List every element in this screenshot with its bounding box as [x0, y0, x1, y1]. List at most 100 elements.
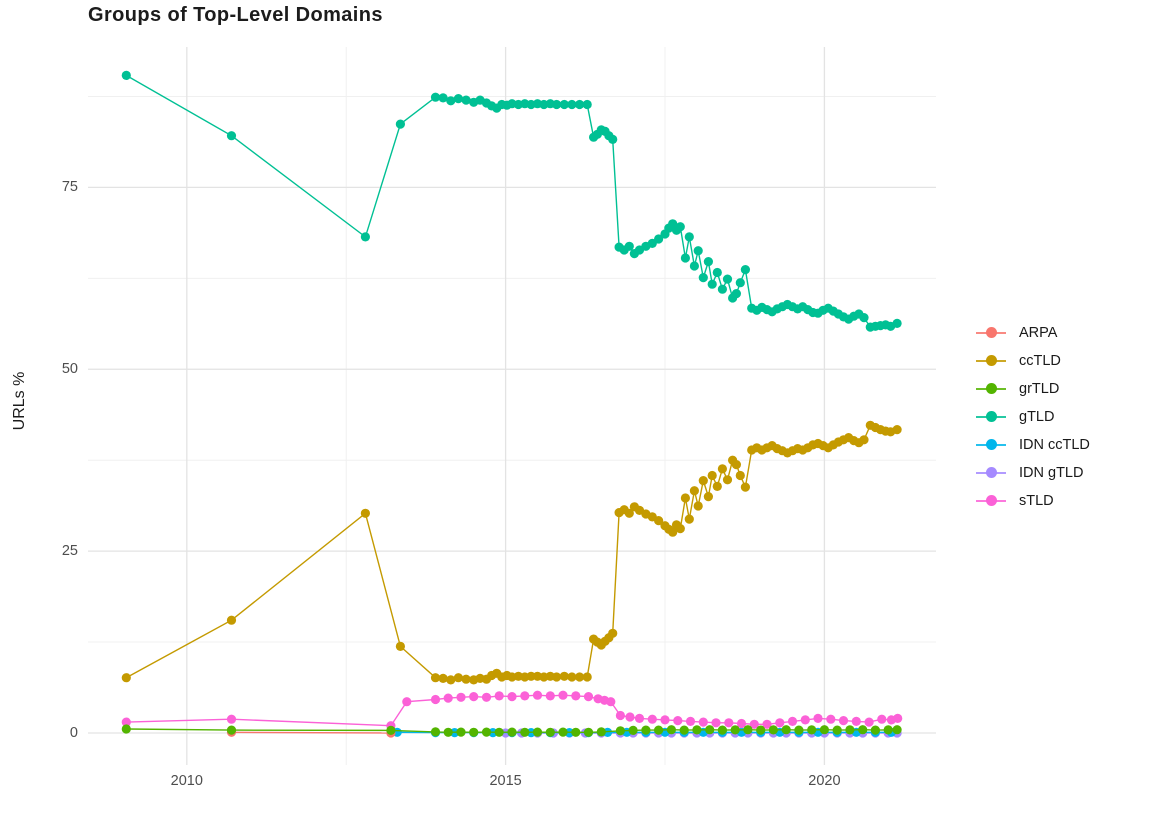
data-point-grtld [883, 725, 893, 735]
data-point-gtld [395, 119, 405, 129]
data-point-cctld [684, 514, 694, 524]
legend-item-grtld: grTLD [976, 378, 1090, 399]
data-point-cctld [731, 460, 742, 470]
data-point-grtld [583, 727, 594, 737]
data-point-stld [469, 692, 479, 702]
data-point-gtld [722, 274, 733, 284]
data-point-cctld [707, 470, 717, 481]
data-point-grtld [705, 725, 715, 735]
data-point-grtld [571, 727, 581, 737]
data-point-cctld [453, 673, 463, 683]
data-point-cctld [668, 527, 678, 537]
data-point-grtld [768, 725, 779, 735]
data-point-grtld [386, 725, 396, 736]
data-point-stld [571, 691, 581, 701]
data-point-gtld [703, 257, 714, 267]
y-axis-label: URLs % [11, 371, 28, 431]
data-point-gtld [731, 289, 742, 299]
data-point-grtld [717, 725, 728, 735]
data-point-cctld [722, 475, 733, 485]
data-point-cctld [680, 493, 691, 503]
data-point-cctld [892, 425, 902, 435]
legend-label: IDN gTLD [1019, 464, 1084, 481]
data-point-stld [634, 713, 645, 724]
data-point-grtld [469, 727, 479, 737]
series-stld [121, 690, 903, 731]
data-point-stld [800, 715, 810, 725]
data-point-stld [647, 714, 657, 724]
data-point-cctld [582, 672, 592, 682]
data-point-cctld [689, 486, 700, 496]
data-point-cctld [675, 524, 685, 534]
data-point-cctld [717, 464, 728, 474]
data-point-grtld [596, 727, 606, 737]
data-point-grtld [430, 727, 441, 737]
data-point-stld [443, 693, 453, 703]
data-point-cctld [121, 673, 131, 683]
data-point-gtld [698, 273, 708, 283]
data-point-grtld [615, 726, 626, 736]
data-point-cctld [526, 671, 536, 681]
data-point-gtld [693, 246, 703, 256]
data-point-cctld [654, 516, 664, 526]
data-point-cctld [735, 470, 745, 481]
data-point-stld [615, 710, 626, 721]
legend-label: ARPA [1019, 324, 1058, 341]
data-point-gtld [654, 234, 664, 244]
data-point-grtld [845, 725, 855, 735]
data-point-gtld [689, 261, 700, 271]
data-point-grtld [520, 727, 530, 737]
data-point-stld [520, 691, 530, 701]
data-point-gtld [582, 99, 592, 110]
data-point-gtld [707, 279, 717, 289]
data-point-gtld [608, 134, 618, 144]
data-point-grtld [892, 725, 902, 735]
data-point-grtld [532, 727, 543, 737]
data-point-grtld [443, 727, 453, 737]
x-tick-label: 2015 [489, 773, 522, 789]
data-point-stld [864, 717, 874, 727]
data-point-gtld [226, 131, 237, 141]
y-tick-label: 50 [61, 361, 78, 378]
data-point-gtld [438, 93, 448, 103]
legend-item-gtld: gTLD [976, 406, 1090, 427]
data-point-cctld [461, 674, 471, 684]
data-point-grtld [666, 725, 677, 735]
data-point-stld [736, 718, 747, 729]
data-point-grtld [558, 727, 568, 737]
data-point-stld [893, 713, 903, 724]
data-point-stld [787, 716, 798, 727]
legend-key-icon [976, 322, 1006, 343]
data-point-gtld [735, 278, 745, 288]
data-point-stld [226, 714, 237, 724]
data-point-stld [749, 719, 759, 729]
data-point-grtld [692, 725, 702, 735]
x-tick-label: 2010 [170, 773, 203, 789]
data-point-gtld [567, 99, 577, 110]
data-point-cctld [395, 641, 405, 652]
data-point-gtld [624, 241, 634, 251]
legend: ARPA ccTLD grTLD gTLD IDN ccTLD IDN gTLD sTLD [976, 322, 1090, 511]
legend-label: gTLD [1019, 408, 1055, 425]
legend-label: sTLD [1019, 492, 1054, 509]
data-point-stld [606, 697, 616, 707]
data-point-cctld [430, 673, 441, 683]
gridlines [88, 47, 936, 765]
data-point-cctld [740, 482, 751, 492]
data-point-gtld [559, 99, 569, 110]
data-point-gtld [360, 232, 370, 242]
data-point-stld [724, 718, 734, 728]
data-point-cctld [859, 435, 869, 445]
data-point-stld [660, 715, 670, 725]
data-point-gtld [461, 95, 471, 105]
data-point-grtld [781, 725, 791, 735]
data-point-cctld [559, 671, 569, 681]
data-point-grtld [870, 725, 881, 735]
data-point-stld [532, 690, 543, 700]
data-point-stld [775, 718, 785, 728]
series-gtld [121, 70, 902, 332]
data-point-grtld [832, 725, 842, 735]
data-point-grtld [545, 727, 555, 737]
